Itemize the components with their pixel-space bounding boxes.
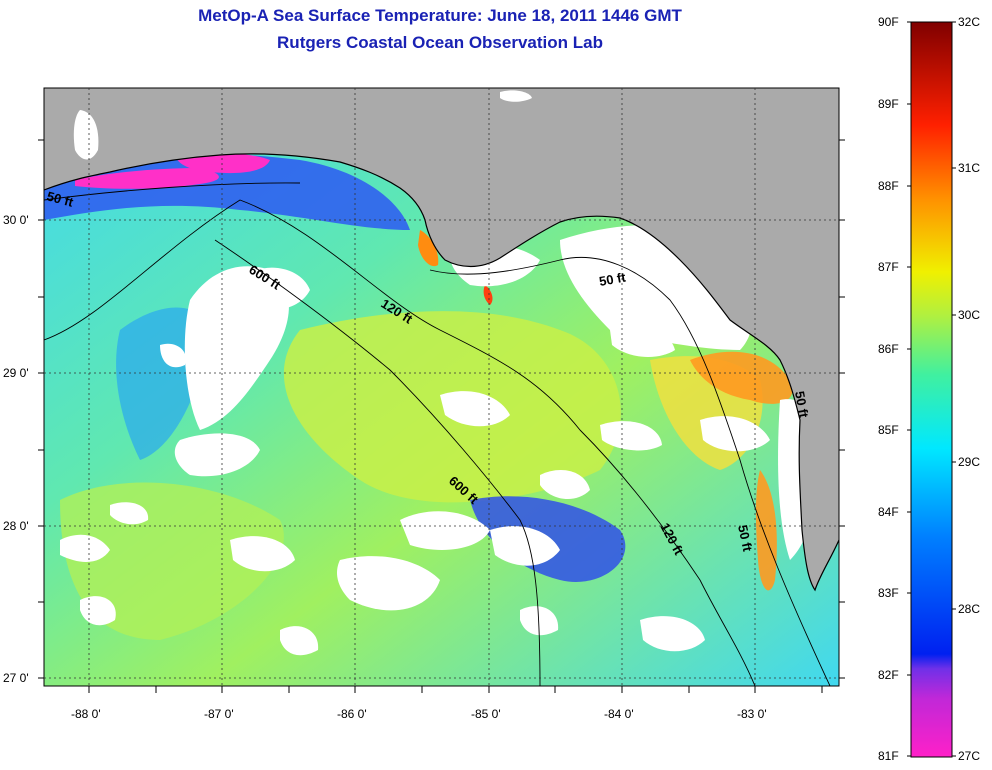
lon-label-83: -83 0' bbox=[737, 707, 767, 721]
lon-label-87: -87 0' bbox=[204, 707, 234, 721]
lat-label-27: 27 0' bbox=[3, 671, 29, 685]
contour-label-50ft-south: 50 ft bbox=[735, 524, 755, 554]
map-subtitle: Rutgers Coastal Ocean Observation Lab bbox=[277, 33, 603, 52]
lon-label-85: -85 0' bbox=[471, 707, 501, 721]
contour-label-50ft-bigbend: 50 ft bbox=[598, 269, 628, 289]
contour-120ft bbox=[44, 199, 756, 686]
lon-label-86: -86 0' bbox=[337, 707, 367, 721]
contour-50ft-east bbox=[429, 256, 831, 686]
contour-label-50ft-east: 50 ft bbox=[792, 390, 812, 420]
lat-label-29: 29 0' bbox=[3, 366, 29, 380]
plot-frame bbox=[43, 87, 840, 687]
lat-label-30: 30 0' bbox=[3, 213, 29, 227]
coastline bbox=[44, 153, 839, 592]
land-mass bbox=[44, 88, 839, 590]
lat-label-28: 28 0' bbox=[3, 519, 29, 533]
map-title: MetOp-A Sea Surface Temperature: June 18… bbox=[198, 6, 682, 25]
contour-600ft bbox=[214, 239, 541, 686]
lon-label-84: -84 0' bbox=[604, 707, 634, 721]
contour-50ft-west bbox=[44, 182, 301, 201]
contour-label-50ft-west: 50 ft bbox=[45, 188, 75, 210]
axis-ticks bbox=[38, 139, 845, 693]
lon-label-88: -88 0' bbox=[71, 707, 101, 721]
cloud-cover bbox=[44, 113, 825, 656]
